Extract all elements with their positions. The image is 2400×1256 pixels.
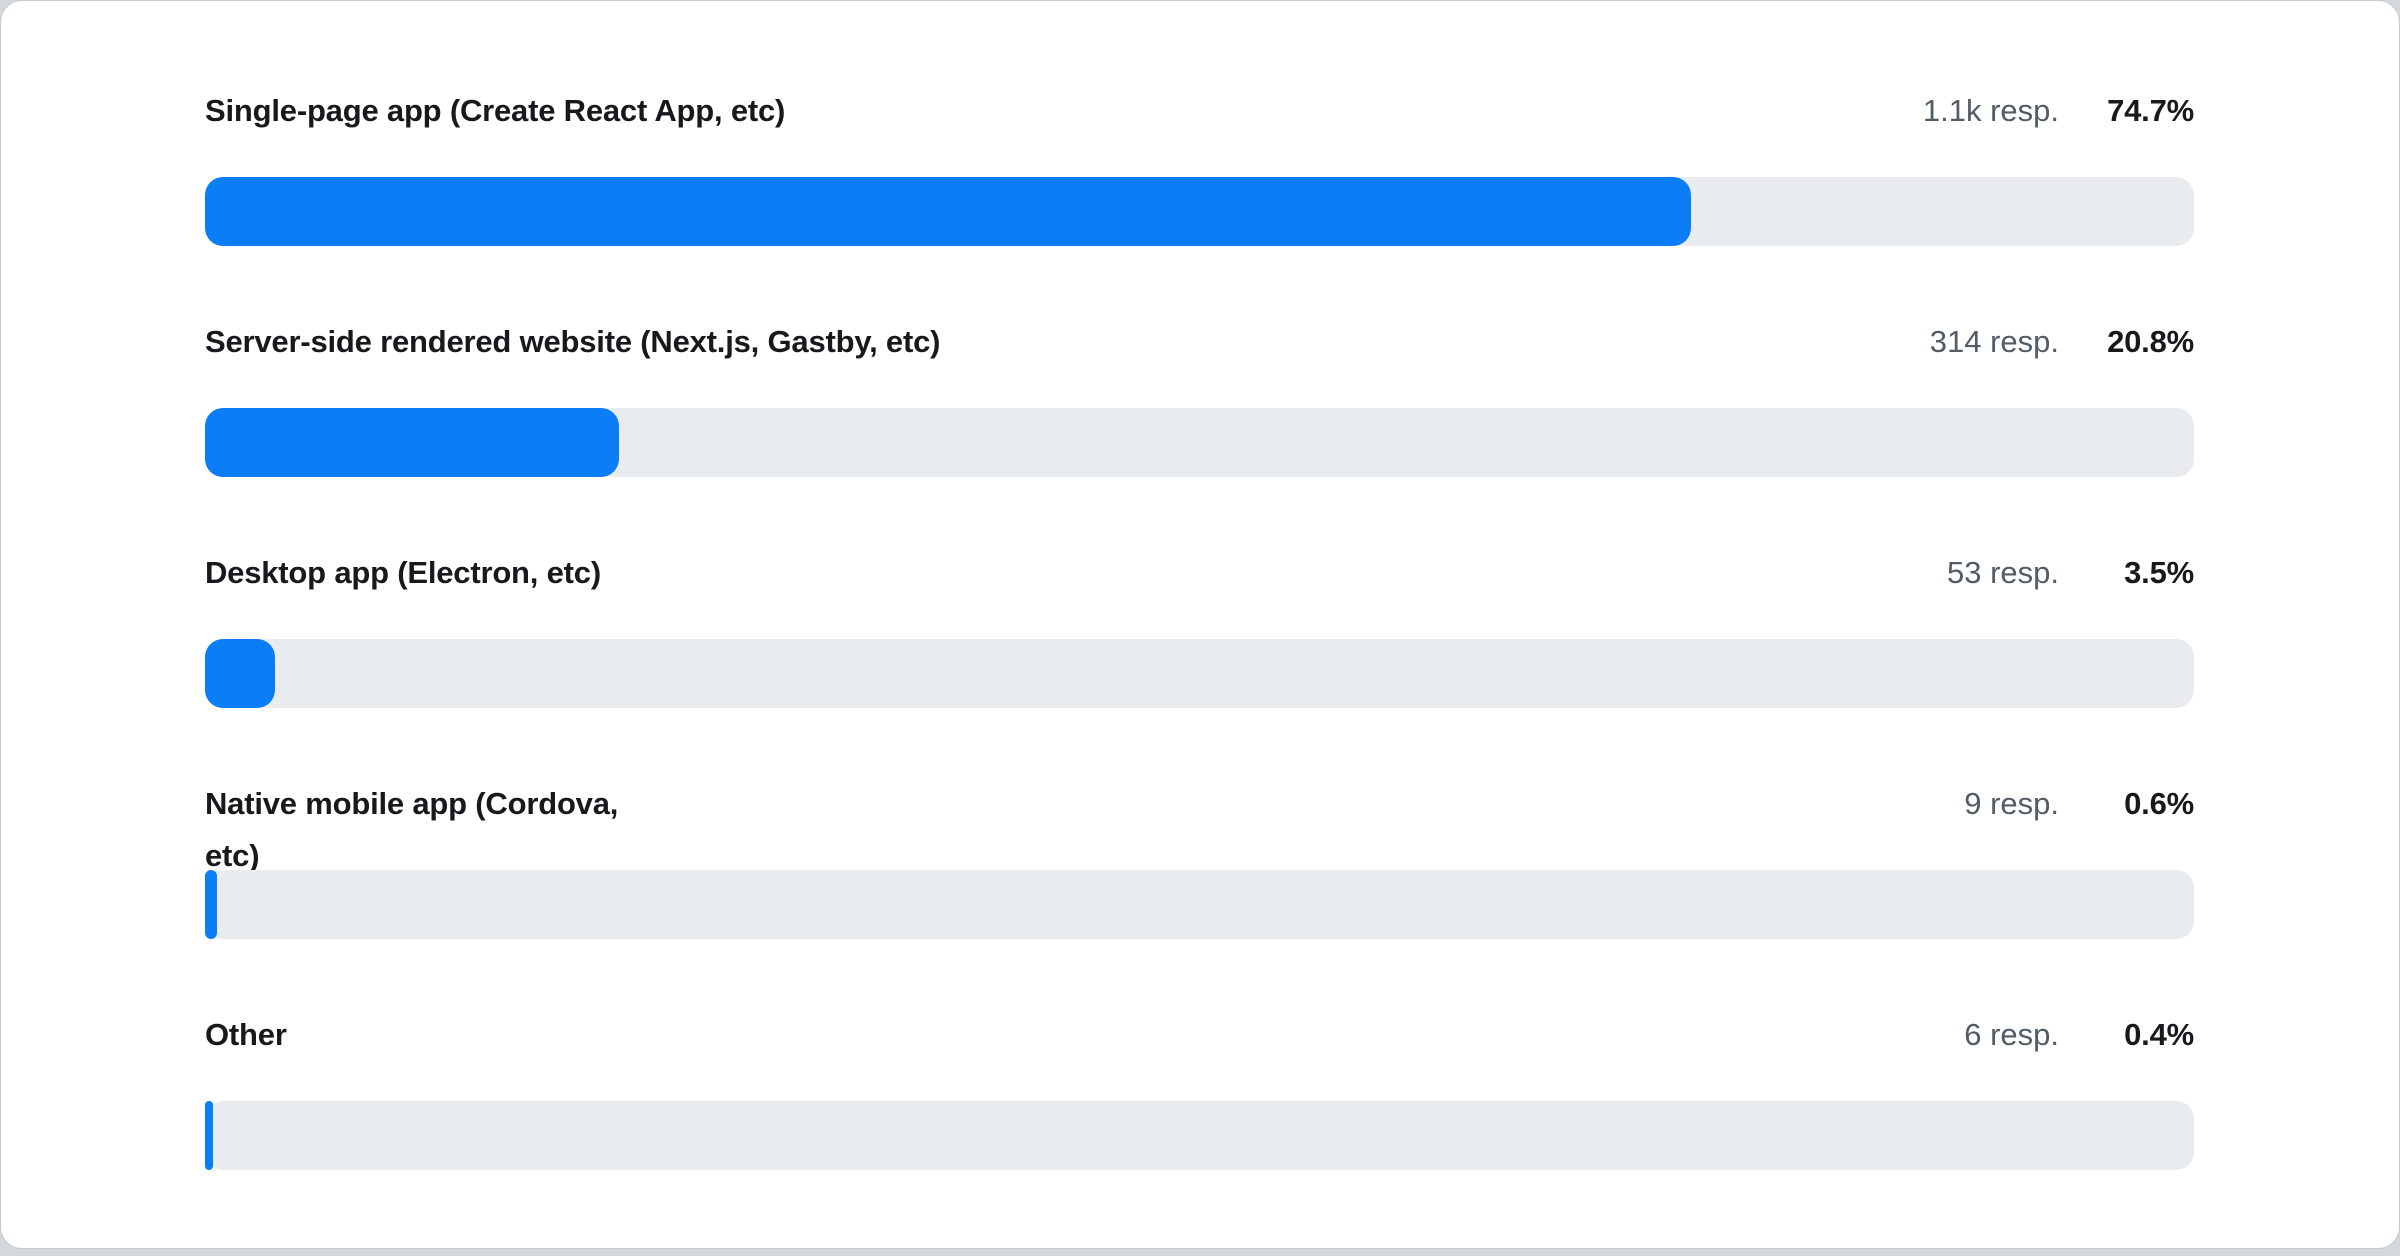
percent-value: 74.7% xyxy=(2107,93,2194,128)
bar-track xyxy=(205,1101,2194,1170)
bar-track xyxy=(205,639,2194,708)
percent-value: 20.8% xyxy=(2107,324,2194,359)
row-header: Native mobile app (Cordova, etc) 9 resp.… xyxy=(205,778,2194,873)
survey-row: Desktop app (Electron, etc) 53 resp. 3.5… xyxy=(205,547,2194,778)
row-header: Server-side rendered website (Next.js, G… xyxy=(205,316,2194,408)
survey-row: Single-page app (Create React App, etc) … xyxy=(205,85,2194,316)
bar-fill xyxy=(205,408,619,477)
response-count: 6 resp. xyxy=(1964,1017,2059,1052)
row-header: Other 6 resp. 0.4% xyxy=(205,1009,2194,1101)
row-header: Single-page app (Create React App, etc) … xyxy=(205,85,2194,177)
bar-fill xyxy=(205,1101,213,1170)
row-meta: 6 resp. 0.4% xyxy=(1964,1009,2194,1061)
percent-value: 3.5% xyxy=(2124,555,2194,590)
row-meta: 53 resp. 3.5% xyxy=(1947,547,2194,599)
bar-fill xyxy=(205,177,1691,246)
survey-row: Server-side rendered website (Next.js, G… xyxy=(205,316,2194,547)
row-header: Desktop app (Electron, etc) 53 resp. 3.5… xyxy=(205,547,2194,639)
option-label: Server-side rendered website (Next.js, G… xyxy=(205,324,941,359)
bar-track xyxy=(205,870,2194,939)
bar-track xyxy=(205,177,2194,246)
percent-value: 0.4% xyxy=(2124,1017,2194,1052)
row-meta: 1.1k resp. 74.7% xyxy=(1923,85,2194,137)
row-meta: 9 resp. 0.6% xyxy=(1964,778,2194,830)
bar-track xyxy=(205,408,2194,477)
survey-row: Other 6 resp. 0.4% xyxy=(205,1009,2194,1240)
bar-fill xyxy=(205,639,275,708)
row-meta: 314 resp. 20.8% xyxy=(1930,316,2194,368)
option-label: Single-page app (Create React App, etc) xyxy=(205,93,786,128)
response-count: 1.1k resp. xyxy=(1922,93,2059,128)
survey-row: Native mobile app (Cordova, etc) 9 resp.… xyxy=(205,778,2194,1009)
response-count: 314 resp. xyxy=(1929,324,2059,359)
percent-value: 0.6% xyxy=(2124,786,2194,821)
bar-fill xyxy=(205,870,217,939)
option-label: Desktop app (Electron, etc) xyxy=(205,555,601,590)
response-count: 53 resp. xyxy=(1946,555,2059,590)
option-label: Other xyxy=(205,1017,287,1052)
option-label: Native mobile app (Cordova, etc) xyxy=(205,786,619,873)
response-count: 9 resp. xyxy=(1964,786,2059,821)
